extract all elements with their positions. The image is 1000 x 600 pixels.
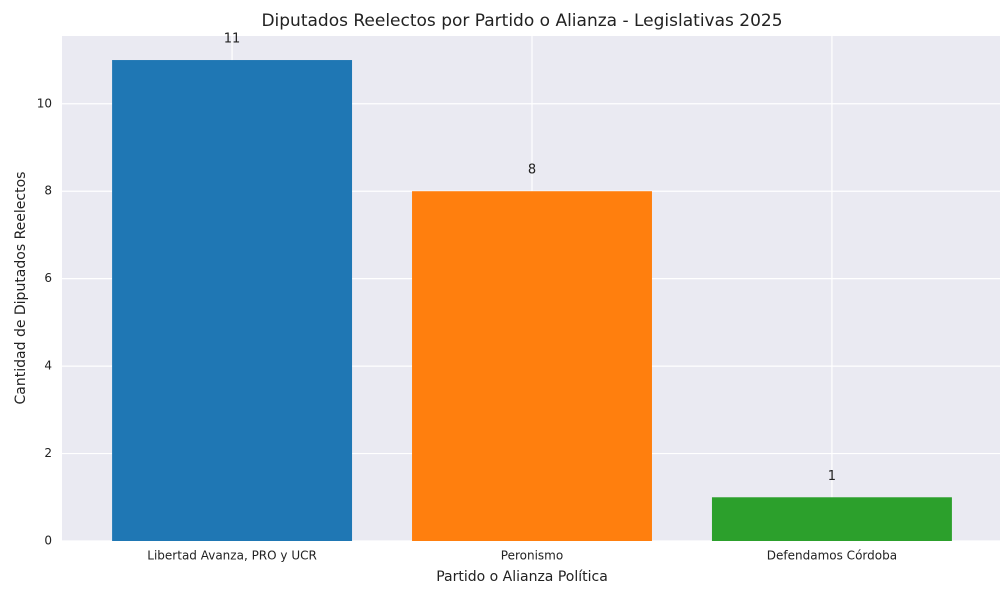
- x-axis-label: Partido o Alianza Política: [436, 569, 608, 585]
- y-tick-label: 6: [44, 271, 52, 285]
- x-tick-label: Peronismo: [501, 549, 563, 563]
- bar: [711, 497, 952, 541]
- y-tick-label: 8: [44, 184, 52, 198]
- value-label: 8: [528, 163, 536, 178]
- y-tick-label: 2: [44, 446, 52, 460]
- y-tick-label: 10: [37, 96, 52, 110]
- bar: [112, 60, 353, 542]
- x-tick-label: Libertad Avanza, PRO y UCR: [147, 549, 317, 563]
- y-tick-label: 0: [44, 534, 52, 548]
- x-tick-label: Defendamos Córdoba: [767, 549, 897, 563]
- value-label: 1: [828, 469, 836, 484]
- bar: [412, 191, 652, 542]
- y-tick-label: 4: [44, 359, 52, 373]
- chart-title: Diputados Reelectos por Partido o Alianz…: [261, 11, 782, 31]
- value-label: 11: [224, 32, 241, 47]
- y-axis-label: Cantidad de Diputados Reelectos: [13, 172, 29, 405]
